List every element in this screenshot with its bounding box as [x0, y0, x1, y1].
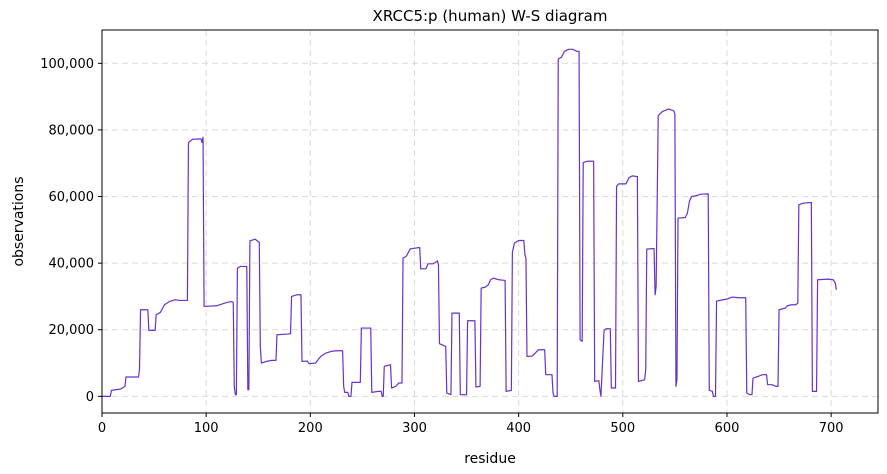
x-tick-label: 400 [506, 421, 531, 436]
y-tick-label: 40,000 [49, 257, 95, 272]
y-axis-ticks: 0 20,000 40,000 60,000 80,000 100,000 [40, 57, 102, 405]
y-tick-label: 60,000 [49, 190, 95, 205]
x-tick-label: 700 [819, 421, 844, 436]
x-tick-label: 0 [98, 421, 106, 436]
plot-area [102, 48, 837, 397]
axes-frame [101, 29, 879, 414]
x-axis-title: residue [464, 451, 516, 467]
x-axis-ticks: 0 100 200 300 400 500 600 700 [98, 413, 844, 436]
x-tick-label: 200 [298, 421, 323, 436]
x-tick-label: 600 [715, 421, 740, 436]
chart-title: XRCC5:p (human) W-S diagram [373, 7, 608, 25]
series-line [102, 48, 837, 397]
y-tick-label: 20,000 [49, 323, 95, 338]
y-axis-title: observations [11, 176, 27, 266]
y-tick-label: 100,000 [40, 57, 94, 72]
y-tick-label: 80,000 [49, 123, 95, 138]
x-tick-label: 500 [610, 421, 635, 436]
x-tick-label: 300 [402, 421, 427, 436]
grid [101, 30, 878, 413]
y-tick-label: 0 [86, 390, 94, 405]
x-tick-label: 100 [194, 421, 219, 436]
